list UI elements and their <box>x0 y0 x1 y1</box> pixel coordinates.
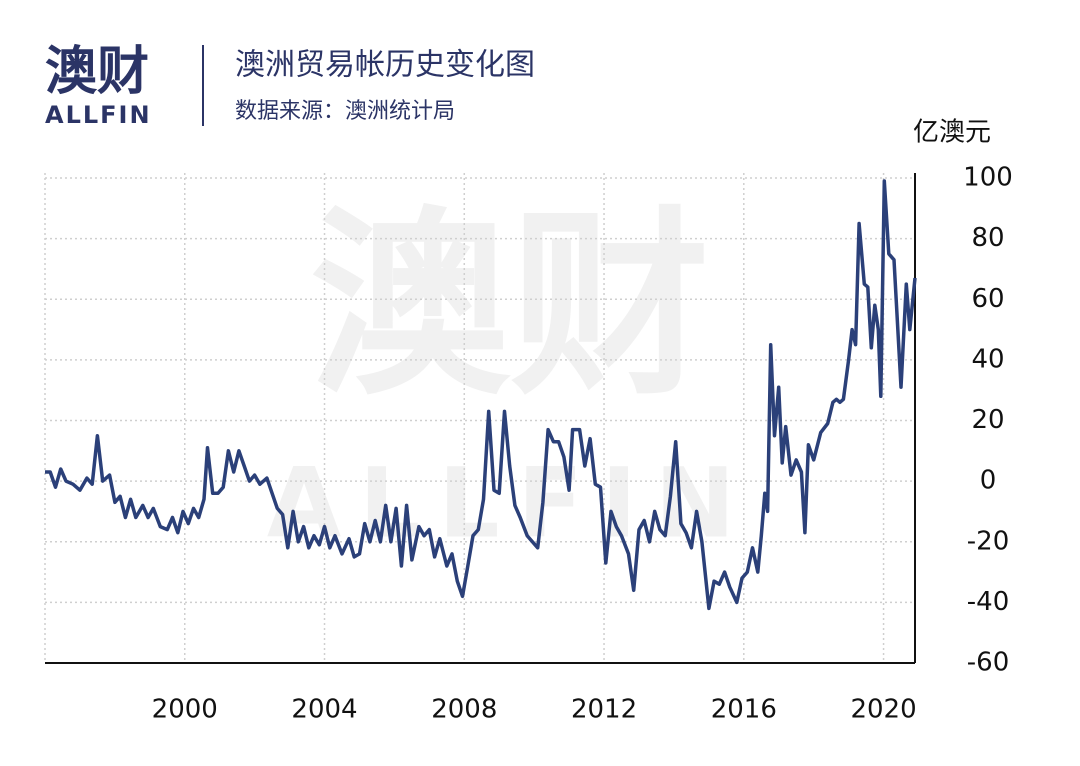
chart-subtitle: 数据来源：澳洲统计局 <box>235 99 455 124</box>
x-tick-label: 2012 <box>571 695 637 725</box>
y-tick-label: 0 <box>980 466 997 496</box>
y-tick-label: 20 <box>971 405 1004 435</box>
data-line <box>45 179 917 611</box>
logo-sub: ALLFIN <box>45 101 152 129</box>
x-tick-label: 2000 <box>152 695 218 725</box>
logo: 澳财 <box>45 42 149 102</box>
x-tick-label: 2008 <box>431 695 497 725</box>
x-tick-label: 2020 <box>850 695 916 725</box>
watermark: 澳财 <box>310 190 710 423</box>
y-tick-label: -40 <box>967 587 1009 617</box>
chart-title: 澳洲贸易帐历史变化图 <box>235 48 535 83</box>
y-axis-label: 亿澳元 <box>913 118 991 148</box>
y-tick-label: 60 <box>971 284 1004 314</box>
y-tick-label: -20 <box>967 526 1009 556</box>
y-tick-label: 40 <box>971 344 1004 374</box>
y-tick-label: -60 <box>967 648 1009 678</box>
x-tick-label: 2004 <box>291 695 357 725</box>
x-tick-label: 2016 <box>711 695 777 725</box>
y-tick-label: 100 <box>963 163 1013 193</box>
y-tick-label: 80 <box>971 223 1004 253</box>
